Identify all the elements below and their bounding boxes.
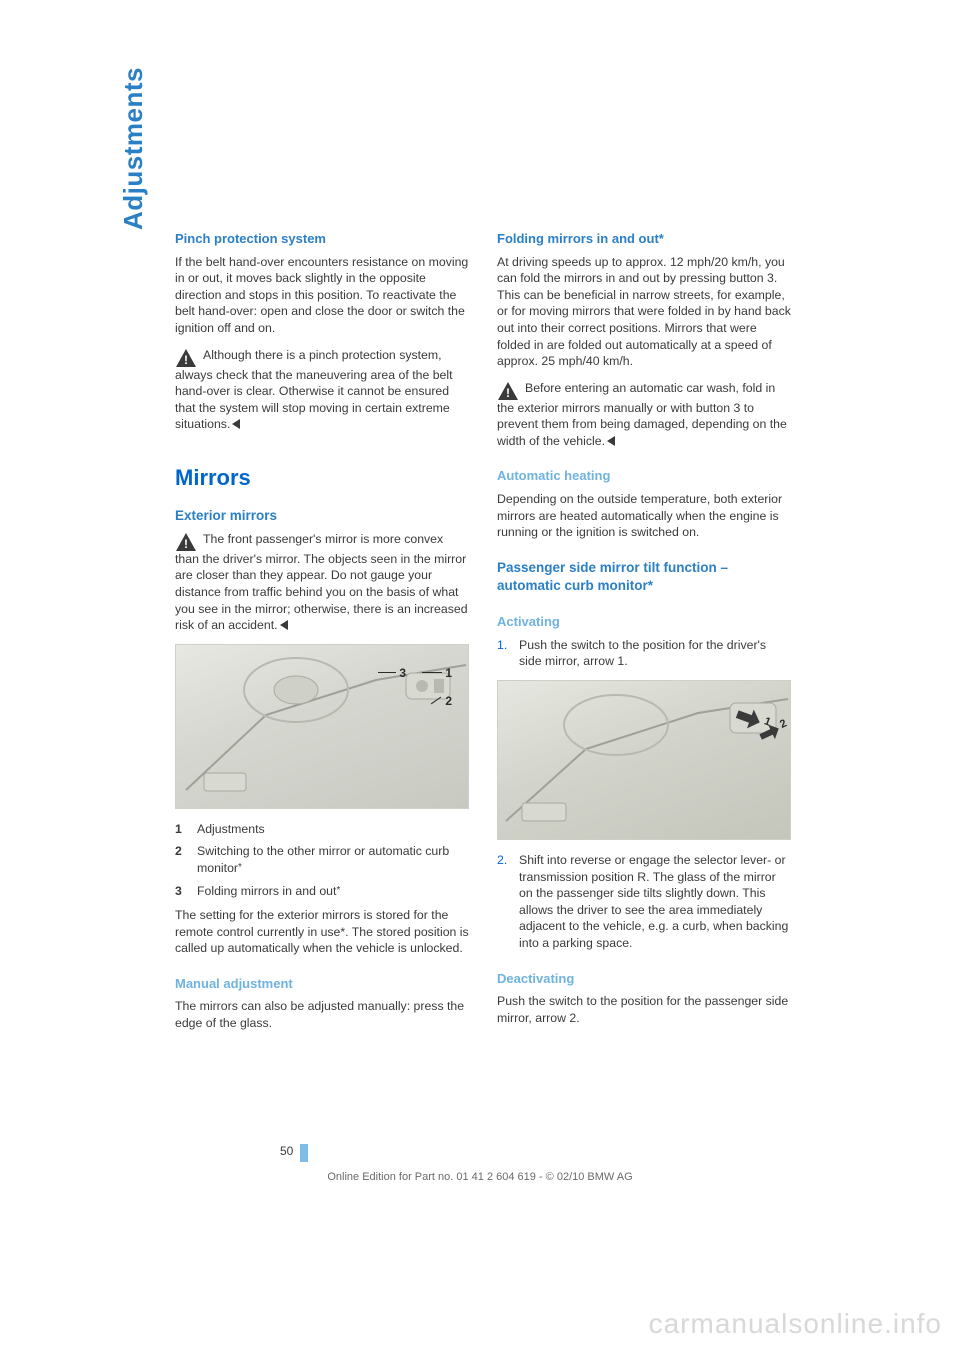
page: Adjustments Pinch protection system If t…: [0, 0, 960, 1358]
right-column: Folding mirrors in and out* At driving s…: [497, 230, 791, 1042]
legend-text: Switching to the other mirror or automat…: [197, 843, 469, 876]
end-marker-icon: [607, 436, 615, 446]
svg-text:!: !: [506, 386, 510, 400]
legend-num: 2: [175, 843, 197, 876]
legend-num: 1: [175, 821, 197, 838]
pinch-warning: ! Although there is a pinch protection s…: [175, 347, 469, 433]
heading-fold: Folding mirrors in and out*: [497, 230, 791, 248]
ext-warning-text: The front passenger's mirror is more con…: [175, 532, 468, 632]
list-item: 3 Folding mirrors in and out*: [175, 883, 469, 900]
legend-num: 3: [175, 883, 197, 900]
section-side-label: Adjustments: [118, 67, 149, 230]
svg-text:2: 2: [778, 717, 789, 730]
end-marker-icon: [232, 419, 240, 429]
heading-mirrors: Mirrors: [175, 463, 469, 493]
svg-text:!: !: [184, 353, 188, 367]
fold-warning-text: Before entering an automatic car wash, f…: [497, 381, 787, 448]
list-item: 2 Switching to the other mirror or autom…: [175, 843, 469, 876]
deactivating-paragraph: Push the switch to the position for the …: [497, 993, 791, 1026]
heading-activating: Activating: [497, 613, 791, 631]
list-item: 1 Adjustments: [175, 821, 469, 838]
step-number: 1.: [497, 637, 519, 670]
page-number-accent: [300, 1144, 308, 1162]
step-item: 2. Shift into reverse or engage the sele…: [497, 852, 791, 952]
ext-warning: ! The front passenger's mirror is more c…: [175, 531, 469, 634]
heading-manual-adjustment: Manual adjustment: [175, 975, 469, 993]
autoheat-paragraph: Depending on the outside temperature, bo…: [497, 491, 791, 541]
legend-list: 1 Adjustments 2 Switching to the other m…: [175, 821, 469, 899]
figure-callout-3: 3: [399, 665, 406, 681]
two-column-layout: Pinch protection system If the belt hand…: [175, 230, 790, 1042]
figure-callout-2: 2: [445, 693, 452, 709]
heading-auto-heating: Automatic heating: [497, 467, 791, 485]
left-column: Pinch protection system If the belt hand…: [175, 230, 469, 1042]
watermark: carmanualsonline.info: [649, 1308, 942, 1340]
step-text: Push the switch to the position for the …: [519, 637, 791, 670]
step-item: 1. Push the switch to the position for t…: [497, 637, 791, 670]
figure-mirror-switch: 1 2: [497, 680, 791, 840]
page-number: 50: [280, 1144, 293, 1158]
end-marker-icon: [280, 620, 288, 630]
pinch-warning-text: Although there is a pinch protection sys…: [175, 348, 453, 432]
heading-exterior-mirrors: Exterior mirrors: [175, 507, 469, 525]
legend-text: Adjustments: [197, 821, 469, 838]
fold-paragraph: At driving speeds up to approx. 12 mph/2…: [497, 254, 791, 370]
footer-text: Online Edition for Part no. 01 41 2 604 …: [0, 1171, 960, 1183]
heading-pinch: Pinch protection system: [175, 230, 469, 248]
heading-tilt-function: Passenger side mirror tilt function – au…: [497, 559, 791, 595]
legend-text: Folding mirrors in and out*: [197, 883, 469, 900]
manual-paragraph: The mirrors can also be adjusted manuall…: [175, 998, 469, 1031]
step-text: Shift into reverse or engage the selecto…: [519, 852, 791, 952]
warning-icon: !: [497, 381, 519, 401]
step-number: 2.: [497, 852, 519, 952]
warning-icon: !: [175, 348, 197, 368]
figure-mirror-controls: 1 2 3: [175, 644, 469, 809]
storage-paragraph: The setting for the exterior mirrors is …: [175, 907, 469, 957]
warning-icon: !: [175, 532, 197, 552]
pinch-body: If the belt hand-over encounters resista…: [175, 254, 469, 337]
fold-warning: ! Before entering an automatic car wash,…: [497, 380, 791, 450]
heading-deactivating: Deactivating: [497, 970, 791, 988]
figure-callout-1: 1: [445, 665, 452, 681]
svg-text:!: !: [184, 537, 188, 551]
